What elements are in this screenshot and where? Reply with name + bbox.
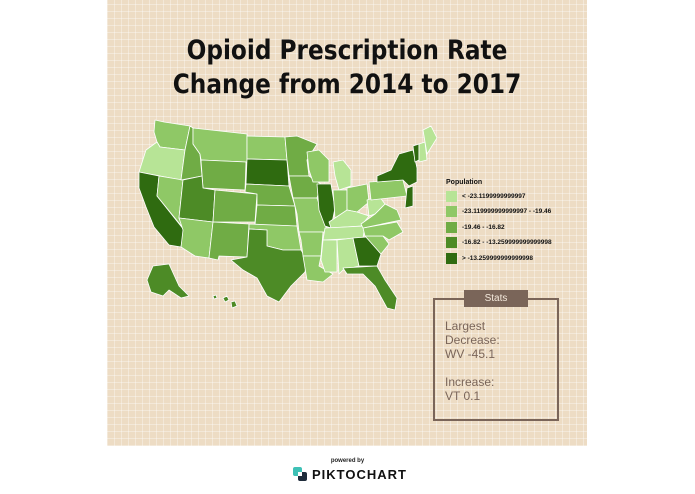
stats-increase-value: VT 0.1: [445, 389, 481, 403]
state-oh[interactable]: [346, 183, 370, 213]
legend-swatch: [446, 252, 457, 264]
stats-tab: Stats: [464, 290, 528, 307]
state-nj[interactable]: [404, 185, 414, 209]
legend-item-0: < -23.1199999999997: [446, 190, 586, 202]
state-sd[interactable]: [245, 158, 290, 187]
state-fl[interactable]: [342, 265, 398, 311]
stats-gap: [445, 361, 560, 375]
legend-title: Population: [446, 179, 483, 186]
map-legend: Population < -23.1199999999997 -23.11999…: [446, 179, 586, 268]
state-mt[interactable]: [192, 127, 248, 163]
stats-decrease-label: Decrease:: [445, 333, 500, 347]
stats-decrease-value: WV -45.1: [445, 347, 496, 361]
state-pa[interactable]: [368, 179, 408, 201]
state-ks[interactable]: [254, 204, 298, 227]
us-choropleth-map: [138, 119, 437, 311]
state-ny[interactable]: [376, 149, 418, 187]
state-wi[interactable]: [306, 149, 330, 183]
state-la[interactable]: [302, 255, 334, 283]
legend-label: -23.119999999999997 - -19.46: [462, 208, 552, 215]
legend-label: > -13.259999999999998: [462, 254, 534, 262]
title-line-1: Opioid Prescription Rate: [186, 35, 508, 66]
state-co[interactable]: [212, 189, 258, 223]
state-nh[interactable]: [418, 141, 428, 163]
piktochart-brand[interactable]: PIKTOCHART: [292, 465, 407, 483]
state-az[interactable]: [178, 217, 214, 259]
state-mi[interactable]: [332, 159, 352, 191]
state-ar[interactable]: [298, 231, 324, 257]
legend-item-3: -16.82 - -13.259999999999998: [446, 237, 586, 249]
legend-item-1: -23.119999999999997 - -19.46: [446, 206, 586, 218]
legend-item-4: > -13.259999999999998: [446, 252, 586, 264]
state-hi[interactable]: [212, 294, 238, 309]
state-wy[interactable]: [200, 159, 247, 191]
state-nd[interactable]: [246, 135, 288, 161]
state-me[interactable]: [422, 125, 437, 155]
legend-swatch: [446, 237, 457, 248]
state-ga[interactable]: [352, 236, 382, 267]
title-line-2: Change from 2014 to 2017: [172, 69, 522, 100]
legend-label: -16.82 - -13.259999999999998: [462, 239, 552, 246]
legend-item-2: -19.46 - -16.82: [446, 221, 586, 233]
powered-by-text: powered by: [330, 458, 365, 464]
legend-label: < -23.1199999999997: [462, 192, 526, 200]
state-ak[interactable]: [146, 263, 190, 299]
stats-increase-label: Increase:: [445, 375, 495, 389]
state-tx[interactable]: [230, 228, 308, 303]
legend-label: -19.46 - -16.82: [462, 223, 505, 231]
infographic-poster: Opioid Prescription Rate Change from 201…: [107, 0, 587, 446]
state-mn[interactable]: [284, 135, 318, 177]
piktochart-wordmark: PIKTOCHART: [312, 466, 407, 482]
piktochart-logo-icon: [293, 467, 307, 481]
legend-swatch: [446, 221, 457, 233]
stats-largest: Largest: [445, 319, 486, 333]
legend-swatch: [446, 206, 457, 217]
infographic-title: Opioid Prescription Rate Change from 201…: [141, 34, 554, 102]
state-nc[interactable]: [362, 221, 404, 241]
state-nm[interactable]: [208, 221, 250, 261]
legend-swatch: [446, 190, 457, 202]
stats-text: Largest Decrease: WV -45.1 Increase: VT …: [445, 319, 560, 403]
state-ms[interactable]: [320, 239, 338, 273]
